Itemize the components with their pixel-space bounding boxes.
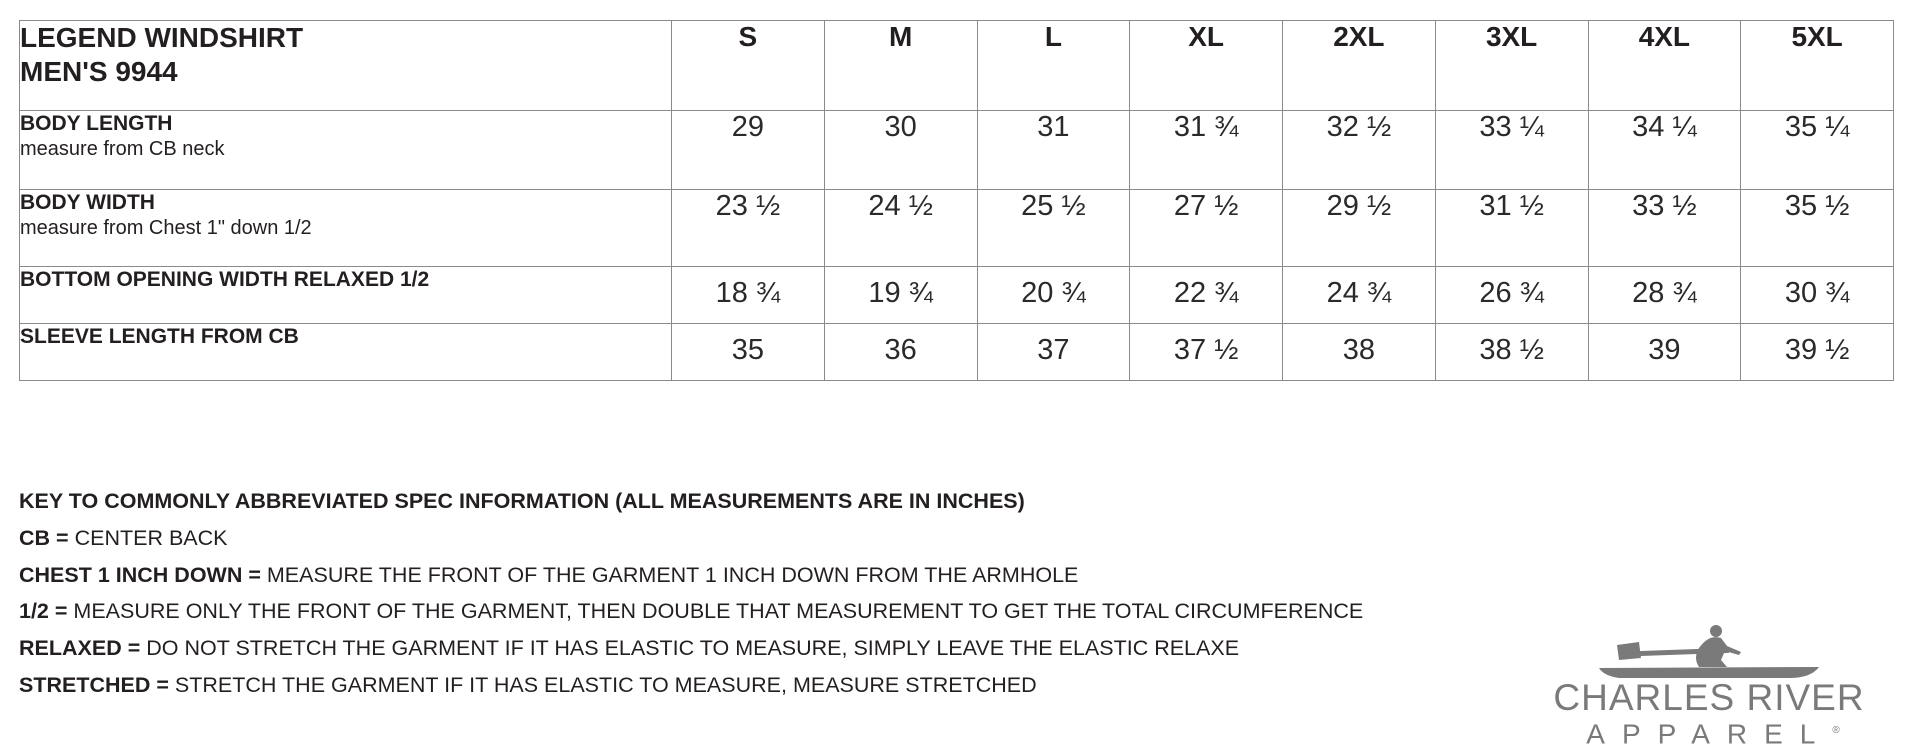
table-cell: 29	[671, 110, 825, 190]
table-cell: 33 ¼	[1434, 110, 1589, 190]
table-header-row: LEGEND WINDSHIRT MEN'S 9944 S M L XL 2XL…	[19, 20, 1894, 111]
product-title: LEGEND WINDSHIRT MEN'S 9944	[19, 20, 672, 111]
table-row: BOTTOM OPENING WIDTH RELAXED 1/2 18 ¾ 19…	[19, 266, 1894, 324]
key-definition: MEASURE ONLY THE FRONT OF THE GARMENT, T…	[73, 599, 1364, 624]
table-cell: 33 ½	[1587, 189, 1742, 267]
key-heading: KEY TO COMMONLY ABBREVIATED SPEC INFORMA…	[19, 483, 1363, 520]
row-label: BOTTOM OPENING WIDTH RELAXED 1/2	[19, 266, 672, 324]
table-cell: 37	[976, 323, 1131, 381]
table-cell: 35 ¼	[1740, 110, 1894, 190]
key-term: STRETCHED =	[19, 672, 169, 697]
table-cell: 24 ½	[823, 189, 978, 267]
size-header: M	[823, 20, 978, 111]
table-row: SLEEVE LENGTH FROM CB 35 36 37 37 ½ 38 3…	[19, 323, 1894, 381]
table-cell: 30 ¾	[1740, 266, 1894, 324]
measurement-note: measure from Chest 1" down 1/2	[20, 217, 312, 239]
table-cell: 19 ¾	[823, 266, 978, 324]
table-cell: 38 ½	[1434, 323, 1589, 381]
table-cell: 35	[671, 323, 825, 381]
size-header: 2XL	[1282, 20, 1436, 111]
table-cell: 20 ¾	[976, 266, 1131, 324]
table-cell: 22 ¾	[1129, 266, 1283, 324]
key-term: CHEST 1 INCH DOWN =	[19, 562, 261, 587]
size-header: 5XL	[1740, 20, 1894, 111]
key-item: CB = CENTER BACK	[19, 520, 1363, 557]
table-cell: 39 ½	[1740, 323, 1894, 381]
table-cell: 23 ½	[671, 189, 825, 267]
table-row: BODY LENGTH measure from CB neck 29 30 31…	[19, 110, 1894, 190]
table-row: BODY WIDTH measure from Chest 1" down 1/2…	[19, 189, 1894, 267]
table-cell: 25 ½	[976, 189, 1131, 267]
size-header: 3XL	[1434, 20, 1589, 111]
logo-sub-text: APPAREL	[1586, 718, 1833, 749]
measurement-note: measure from CB neck	[20, 138, 225, 160]
measurement-name: BODY LENGTH	[20, 112, 173, 135]
key-definition: MEASURE THE FRONT OF THE GARMENT 1 INCH …	[266, 562, 1079, 587]
rower-icon	[1599, 625, 1819, 678]
key-definition: STRETCH THE GARMENT IF IT HAS ELASTIC TO…	[174, 672, 1037, 697]
key-item: STRETCHED = STRETCH THE GARMENT IF IT HA…	[19, 667, 1363, 704]
key-item: 1/2 = MEASURE ONLY THE FRONT OF THE GARM…	[19, 593, 1363, 630]
key-item: RELAXED = DO NOT STRETCH THE GARMENT IF …	[19, 630, 1363, 667]
key-term: RELAXED =	[19, 636, 141, 661]
table-cell: 36	[823, 323, 978, 381]
key-item: CHEST 1 INCH DOWN = MEASURE THE FRONT OF…	[19, 557, 1363, 594]
key-term: CB =	[19, 525, 69, 550]
table-cell: 31	[976, 110, 1131, 190]
table-cell: 37 ½	[1129, 323, 1283, 381]
row-label: SLEEVE LENGTH FROM CB	[19, 323, 672, 381]
row-label: BODY LENGTH measure from CB neck	[19, 110, 672, 190]
table-cell: 34 ¼	[1587, 110, 1742, 190]
measurement-name: SLEEVE LENGTH FROM CB	[20, 325, 299, 348]
table-cell: 24 ¾	[1282, 266, 1436, 324]
size-spec-table: LEGEND WINDSHIRT MEN'S 9944 S M L XL 2XL…	[19, 20, 1894, 381]
size-header: XL	[1129, 20, 1283, 111]
table-cell: 18 ¾	[671, 266, 825, 324]
product-name: LEGEND WINDSHIRT	[20, 22, 304, 53]
key-definition: CENTER BACK	[74, 525, 228, 550]
product-style: MEN'S 9944	[20, 56, 178, 87]
logo-brand: CHARLES RIVER	[1553, 677, 1865, 718]
key-term: 1/2 =	[19, 599, 68, 624]
size-header: S	[671, 20, 825, 111]
table-cell: 38	[1282, 323, 1436, 381]
size-header: 4XL	[1587, 20, 1742, 111]
table-cell: 32 ½	[1282, 110, 1436, 190]
size-header: L	[976, 20, 1131, 111]
table-cell: 31 ¾	[1129, 110, 1283, 190]
table-cell: 29 ½	[1282, 189, 1436, 267]
charles-river-apparel-logo: CHARLES RIVER APPAREL®	[1549, 620, 1869, 749]
logo-sub: APPAREL®	[1563, 716, 1863, 749]
measurement-name: BOTTOM OPENING WIDTH RELAXED 1/2	[20, 268, 430, 291]
table-cell: 31 ½	[1434, 189, 1589, 267]
key-heading-text: KEY TO COMMONLY ABBREVIATED SPEC INFORMA…	[19, 489, 1025, 513]
registered-mark: ®	[1832, 725, 1840, 736]
table-cell: 28 ¾	[1587, 266, 1742, 324]
table-cell: 35 ½	[1740, 189, 1894, 267]
abbreviation-key: KEY TO COMMONLY ABBREVIATED SPEC INFORMA…	[19, 483, 1363, 704]
table-cell: 26 ¾	[1434, 266, 1589, 324]
measurement-name: BODY WIDTH	[20, 191, 155, 214]
row-label: BODY WIDTH measure from Chest 1" down 1/2	[19, 189, 672, 267]
key-definition: DO NOT STRETCH THE GARMENT IF IT HAS ELA…	[146, 636, 1240, 661]
table-cell: 30	[823, 110, 978, 190]
table-cell: 27 ½	[1129, 189, 1283, 267]
table-cell: 39	[1587, 323, 1742, 381]
